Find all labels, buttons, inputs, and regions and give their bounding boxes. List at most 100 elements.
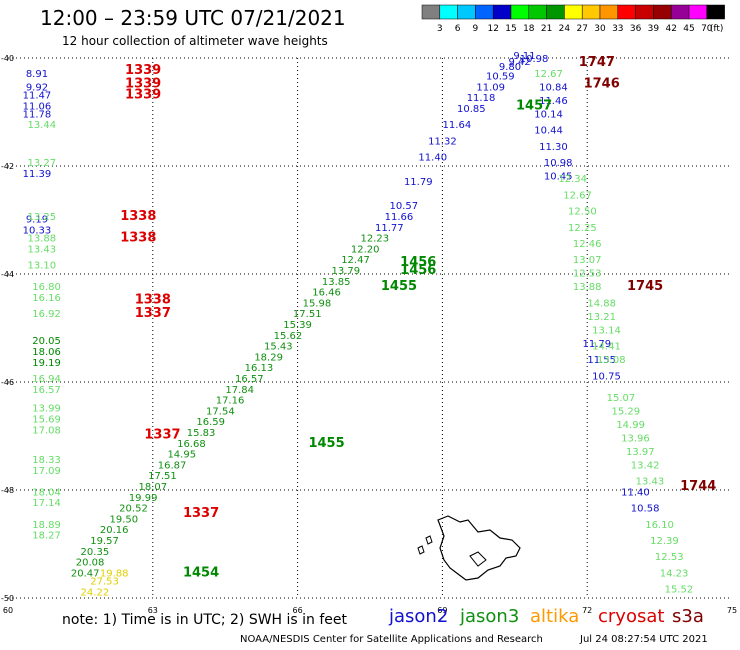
colorbar-swatch (581, 4, 601, 20)
wave-height-label: 10.98 (520, 54, 549, 65)
time-label: 1746 (584, 77, 620, 92)
wave-height-label: 10.58 (631, 504, 660, 515)
colorbar-swatch (706, 4, 725, 20)
wave-height-label: 17.54 (206, 406, 235, 417)
wave-height-label: 14.99 (616, 420, 645, 431)
wave-height-label: 15.43 (264, 342, 293, 353)
colorbar-tick-label: 27 (576, 24, 587, 34)
wave-height-label: 16.57 (235, 374, 264, 385)
wave-height-label: 9.80 (499, 62, 521, 73)
wave-height-label: 10.75 (592, 371, 621, 382)
wave-height-label: 12.20 (351, 244, 380, 255)
wave-height-label: 13.43 (27, 244, 56, 255)
wave-height-label: 12.50 (568, 207, 597, 218)
wave-height-label: 8.91 (26, 69, 48, 80)
time-label: 1456 (400, 263, 436, 278)
x-tick-label: 72 (582, 606, 592, 615)
wave-height-label: 15.83 (187, 428, 216, 439)
wave-height-label: 15.07 (607, 393, 636, 404)
wave-height-label: 18.89 (32, 520, 61, 531)
time-label: 1338 (120, 231, 156, 246)
time-label: 1339 (125, 88, 161, 103)
time-label: 1339 (125, 77, 161, 92)
time-label: 1337 (135, 306, 171, 321)
wave-height-label: 11.40 (621, 487, 650, 498)
x-tick-label: 75 (727, 606, 737, 615)
x-tick-label: 69 (437, 606, 447, 615)
colorbar-swatch (670, 4, 690, 20)
wave-height-label: 12.34 (558, 174, 587, 185)
x-tick-label: 60 (3, 606, 13, 615)
wave-height-label: 11.47 (23, 91, 52, 102)
footer-note: note: 1) Time is in UTC; 2) SWH is in fe… (62, 612, 348, 628)
wave-height-label: 13.14 (592, 325, 621, 336)
time-label: 1338 (135, 293, 171, 308)
colorbar-tick-label: 3 (437, 24, 443, 34)
time-label: 1339 (125, 63, 161, 78)
wave-height-label: 11.39 (23, 169, 52, 180)
wave-height-label: 9.42 (508, 57, 530, 68)
wave-height-label: 12.39 (650, 536, 679, 547)
colorbar-tick-label: 39 (648, 24, 660, 34)
wave-height-label: 17.16 (216, 396, 245, 407)
colorbar-tick-label: 18 (523, 24, 535, 34)
colorbar-swatch (599, 4, 619, 20)
colorbar-swatch (457, 4, 476, 20)
wave-height-label: 18.29 (254, 352, 283, 363)
wave-height-label: 18.06 (32, 347, 61, 358)
wave-height-label: 12.67 (534, 69, 563, 80)
wave-height-label: 13.25 (27, 212, 56, 223)
wave-height-label: 15.62 (274, 331, 303, 342)
wave-height-label: 17.51 (148, 471, 177, 482)
wave-height-label: 11.40 (418, 153, 447, 164)
wave-height-label: 13.88 (573, 282, 602, 293)
wave-height-label: 11.55 (587, 355, 616, 366)
wave-height-label: 14.41 (592, 342, 621, 353)
y-tick-label: -42 (1, 162, 14, 171)
y-tick-label: -48 (1, 486, 14, 495)
wave-height-label: 18.33 (32, 455, 61, 466)
wave-height-label: 11.32 (428, 136, 457, 147)
legend-altika: altika (530, 606, 580, 627)
wave-height-label: 20.08 (76, 558, 105, 569)
time-label: 1747 (579, 55, 615, 70)
wave-height-label: 11.64 (443, 120, 472, 131)
wave-height-label: 12.47 (341, 255, 370, 266)
colorbar-swatch (546, 4, 565, 20)
wave-height-label: 15.39 (283, 320, 312, 331)
wave-height-label: 16.57 (32, 385, 61, 396)
colorbar-swatch (421, 4, 441, 20)
wave-height-label: 12.46 (573, 239, 602, 250)
wave-height-label: 13.08 (597, 355, 626, 366)
wave-height-label: 15.29 (611, 406, 640, 417)
wave-height-label: 11.46 (539, 96, 568, 107)
island-outline (417, 515, 521, 581)
colorbar-swatch (688, 4, 708, 20)
colorbar-swatch (510, 4, 530, 20)
wave-height-label: 11.18 (467, 93, 496, 104)
time-label: 1338 (120, 209, 156, 224)
wave-height-label: 17.84 (225, 385, 254, 396)
time-label: 1337 (144, 428, 180, 443)
wave-height-label: 20.05 (32, 336, 61, 347)
wave-height-label: 27.53 (90, 577, 119, 588)
wave-height-label: 17.08 (32, 425, 61, 436)
wave-height-label: 20.16 (100, 525, 129, 536)
x-tick-label: 63 (148, 606, 158, 615)
wave-height-label: 16.94 (32, 374, 61, 385)
wave-height-label: 11.78 (23, 109, 52, 120)
wave-height-label: 11.79 (404, 177, 433, 188)
wave-height-label: 12.67 (563, 190, 592, 201)
colorbar-tick-label: 30 (594, 24, 606, 34)
legend-jason2: jason2 (389, 606, 449, 627)
colorbar-tick-label: 21 (541, 24, 552, 34)
wave-height-label: 10.33 (23, 226, 52, 237)
colorbar-tick-label: 36 (630, 24, 642, 34)
wave-height-label: 10.45 (544, 172, 573, 183)
y-tick-label: -44 (1, 270, 14, 279)
wave-height-label: 13.99 (32, 404, 61, 415)
wave-height-label: 10.84 (539, 82, 568, 93)
time-label: 1337 (183, 506, 219, 521)
wave-height-label: 16.68 (177, 439, 206, 450)
